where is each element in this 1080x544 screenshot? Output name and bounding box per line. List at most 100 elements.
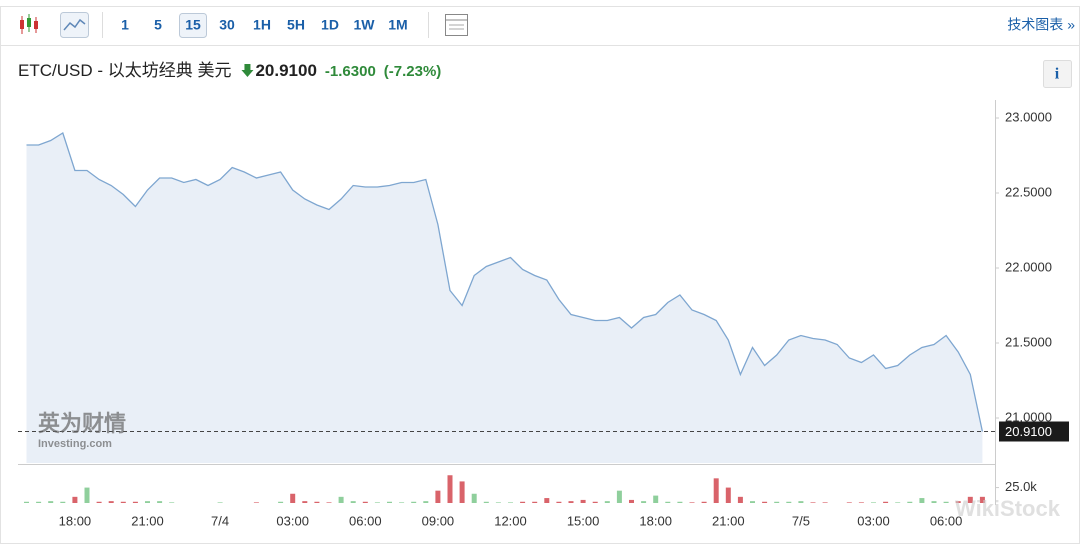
info-button[interactable] bbox=[1043, 60, 1072, 88]
volume-bar bbox=[362, 501, 368, 503]
volume-bar bbox=[858, 502, 864, 503]
last-price-label: 20.9100 bbox=[1005, 424, 1052, 439]
volume-bar bbox=[217, 502, 223, 503]
volume-bar bbox=[60, 501, 66, 503]
volume-bar bbox=[604, 501, 610, 503]
change: -1.6300 bbox=[325, 63, 376, 80]
volume-bar bbox=[931, 501, 937, 503]
volume-bar bbox=[737, 496, 743, 503]
volume-bar bbox=[907, 501, 913, 503]
volume-bar bbox=[24, 501, 29, 503]
interval-button[interactable]: 1H bbox=[253, 17, 271, 33]
volume-bar bbox=[750, 501, 755, 503]
x-tick-label: 03:00 bbox=[857, 513, 890, 528]
volume-bar bbox=[943, 501, 949, 503]
interval-button[interactable]: 1M bbox=[388, 17, 407, 33]
volume-bar bbox=[568, 501, 574, 503]
x-tick-label: 7/4 bbox=[211, 513, 229, 528]
volume-bar bbox=[253, 502, 259, 503]
last-price-box bbox=[999, 421, 1069, 442]
x-tick-label: 18:00 bbox=[59, 513, 92, 528]
interval-button[interactable]: 5 bbox=[154, 17, 162, 33]
volume-bar bbox=[895, 502, 901, 503]
y-tick-label: 22.5000 bbox=[1005, 184, 1052, 199]
volume-bar bbox=[508, 502, 513, 503]
volume-bar bbox=[713, 478, 719, 503]
volume-bar bbox=[145, 501, 150, 503]
x-tick-label: 03:00 bbox=[276, 513, 309, 528]
interval-button[interactable]: 5H bbox=[287, 17, 305, 33]
volume-bar bbox=[677, 501, 683, 503]
volume-bar bbox=[350, 501, 356, 503]
volume-tick-label: 25.0k bbox=[1005, 479, 1037, 494]
table-icon[interactable] bbox=[445, 14, 468, 36]
x-tick-label: 21:00 bbox=[712, 513, 745, 528]
volume-bar bbox=[120, 501, 126, 503]
volume-bar bbox=[774, 501, 780, 503]
header: ETC/USD - 以太坊经典 美元 20.9100 -1.6300 (-7.23%) bbox=[18, 61, 441, 80]
volume-bar bbox=[798, 501, 804, 503]
info-icon[interactable]: i bbox=[1055, 66, 1060, 83]
volume-bar bbox=[495, 502, 501, 503]
volume-bar bbox=[641, 501, 647, 503]
volume-bar bbox=[423, 501, 429, 503]
x-tick-label: 7/5 bbox=[792, 513, 810, 528]
instrument-title: ETC/USD - 以太坊经典 美元 bbox=[18, 61, 231, 80]
area-icon[interactable] bbox=[60, 12, 89, 38]
interval-button[interactable]: 1 bbox=[121, 17, 129, 33]
volume-bar bbox=[338, 496, 344, 503]
x-tick-label: 18:00 bbox=[639, 513, 672, 528]
area bbox=[26, 133, 983, 463]
x-tick-label: 06:00 bbox=[349, 513, 382, 528]
watermark-stock: WikiStock bbox=[955, 496, 1061, 521]
volume-bar bbox=[979, 496, 985, 503]
volume-bar bbox=[592, 501, 598, 503]
volume-bar bbox=[302, 501, 308, 503]
volume-bar bbox=[955, 501, 961, 503]
volume-bar bbox=[701, 501, 707, 503]
volume-bar bbox=[883, 501, 889, 503]
interval-button[interactable]: 1D bbox=[321, 17, 339, 33]
volume-bar bbox=[132, 501, 138, 503]
volume-bar bbox=[326, 502, 332, 503]
volume-bar bbox=[544, 498, 550, 503]
volume-bar bbox=[762, 501, 768, 503]
volume-bar bbox=[471, 493, 477, 503]
volume-bar bbox=[72, 496, 78, 503]
volume-bar bbox=[399, 502, 405, 503]
y-tick-label: 23.0000 bbox=[1005, 109, 1052, 124]
volume-bar bbox=[556, 501, 562, 503]
volume-bar bbox=[157, 501, 163, 503]
volume-bar bbox=[447, 475, 453, 503]
volume-bar bbox=[387, 501, 392, 503]
x-tick-label: 06:00 bbox=[930, 513, 963, 528]
interval-button[interactable]: 1W bbox=[354, 17, 376, 33]
volume-bar bbox=[689, 502, 695, 503]
tech-chart-link[interactable]: 技术图表 » bbox=[1007, 17, 1075, 33]
x-tick-label: 09:00 bbox=[422, 513, 455, 528]
watermark-cn: 英为财情 bbox=[38, 411, 126, 436]
volume-bar bbox=[786, 501, 792, 503]
volume-bar bbox=[871, 502, 876, 503]
volume-bar bbox=[629, 499, 634, 503]
volume-bar bbox=[520, 501, 526, 503]
volume-bar bbox=[822, 502, 828, 503]
price-line bbox=[26, 132, 984, 432]
x-tick-label: 21:00 bbox=[131, 513, 164, 528]
volume-bar bbox=[810, 502, 816, 503]
interval-button[interactable]: 30 bbox=[219, 17, 235, 33]
volume-bar bbox=[846, 502, 852, 503]
volume-bar bbox=[290, 493, 296, 503]
volume-bar bbox=[374, 502, 380, 503]
candle-icon[interactable] bbox=[20, 14, 38, 34]
interval-button[interactable]: 15 bbox=[185, 17, 201, 33]
down-arrow bbox=[241, 64, 254, 77]
selected-interval bbox=[179, 13, 207, 38]
volume-bar bbox=[84, 487, 90, 503]
watermark-en: Investing.com bbox=[38, 438, 112, 450]
volume-bar bbox=[48, 501, 54, 503]
change-pct: (-7.23%) bbox=[384, 63, 442, 80]
volume-bar bbox=[919, 498, 925, 503]
volume-bar bbox=[483, 501, 489, 503]
